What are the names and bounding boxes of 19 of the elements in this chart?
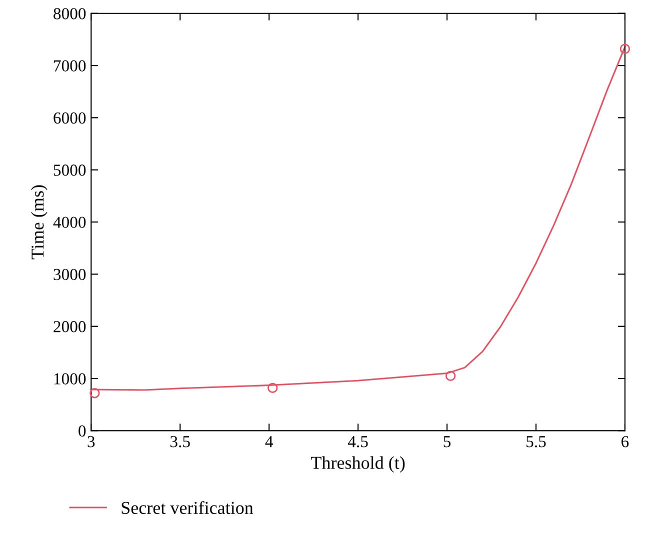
x-tick-label: 4 [265, 436, 273, 448]
y-tick-label: 2000 [54, 321, 86, 332]
y-tick-label: 8000 [54, 8, 86, 20]
y-tick-label: 1000 [54, 373, 86, 384]
legend-label: Secret verification [122, 501, 254, 514]
y-tick-label: 3000 [54, 268, 86, 280]
x-axis-title: Threshold (t) [310, 456, 405, 473]
y-tick-label: 4000 [53, 216, 86, 228]
y-tick-label: 7000 [54, 60, 86, 72]
y-tick-label: 0 [78, 425, 86, 437]
x-tick-label: 3.5 [170, 436, 190, 448]
x-tick-label: 4.5 [348, 436, 368, 448]
x-tick-label: 3 [88, 436, 95, 448]
y-tick-label: 5000 [54, 164, 86, 176]
x-tick-label: 5.5 [526, 436, 546, 448]
y-axis-title: Time (ms) [31, 185, 48, 260]
x-tick-label: 5 [444, 436, 451, 448]
y-tick-label: 6000 [54, 112, 86, 124]
x-tick-label: 6 [622, 436, 629, 448]
